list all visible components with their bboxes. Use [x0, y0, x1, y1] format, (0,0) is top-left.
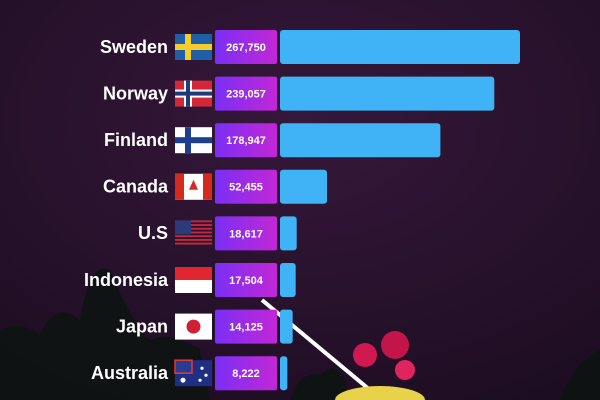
flag-part [175, 220, 212, 223]
flag-part [204, 373, 208, 377]
palm-silhouettes [0, 268, 600, 400]
decoration-drink [260, 298, 425, 400]
flag-part [174, 359, 193, 374]
flag [175, 267, 212, 293]
value-label: 267,750 [226, 42, 266, 54]
flag-part [175, 44, 212, 50]
flag-part [175, 137, 212, 144]
flag-part [175, 235, 212, 238]
category-label: Japan [116, 316, 168, 336]
value-box [215, 216, 277, 251]
flag [174, 359, 212, 387]
value-label: 52,455 [229, 182, 263, 194]
bar [280, 216, 297, 251]
flag-part [203, 173, 212, 200]
flag [175, 80, 212, 107]
flag-part [175, 267, 212, 280]
bar [280, 356, 288, 391]
flag-part [200, 366, 204, 370]
value-box [215, 30, 277, 64]
value-box [215, 123, 277, 158]
flag-part [175, 91, 212, 96]
value-label: 18,617 [229, 228, 263, 240]
value-box [215, 76, 277, 111]
value-box [215, 169, 277, 204]
flag-part [180, 377, 186, 383]
value-box [215, 356, 277, 391]
value-label: 17,504 [229, 275, 264, 287]
flag-part [175, 280, 212, 293]
flag-part [198, 378, 202, 382]
flag-part [175, 173, 184, 200]
bar [280, 169, 328, 204]
bar [280, 30, 520, 64]
flag-part [175, 238, 212, 241]
category-label: Canada [103, 177, 169, 197]
flag-part [175, 231, 212, 234]
category-label: Indonesia [84, 270, 169, 290]
category-label: Norway [103, 83, 168, 103]
value-box [215, 309, 277, 344]
flag-part [175, 220, 191, 235]
flag-part [175, 227, 212, 230]
flag-part [175, 224, 212, 226]
flag [175, 127, 212, 154]
bar [280, 123, 441, 158]
value-label: 239,057 [226, 89, 266, 101]
category-label: Australia [91, 363, 169, 383]
flag-part [189, 179, 198, 190]
flag [175, 220, 212, 245]
bar [280, 76, 495, 111]
category-label: U.S [138, 223, 168, 243]
category-label: Sweden [100, 37, 168, 57]
bars: Sweden 267,750 Norway 239,057 Finland 178,947… [84, 30, 520, 391]
bar [280, 309, 293, 344]
category-label: Finland [104, 130, 168, 150]
flag [175, 313, 212, 340]
value-label: 178,947 [226, 135, 266, 147]
flag [175, 34, 212, 60]
value-box [215, 263, 277, 297]
bar [280, 263, 296, 297]
flag [175, 173, 212, 200]
value-label: 8,222 [232, 368, 260, 380]
flag-part [175, 242, 212, 245]
flag-part [186, 319, 201, 334]
value-label: 14,125 [229, 322, 263, 334]
